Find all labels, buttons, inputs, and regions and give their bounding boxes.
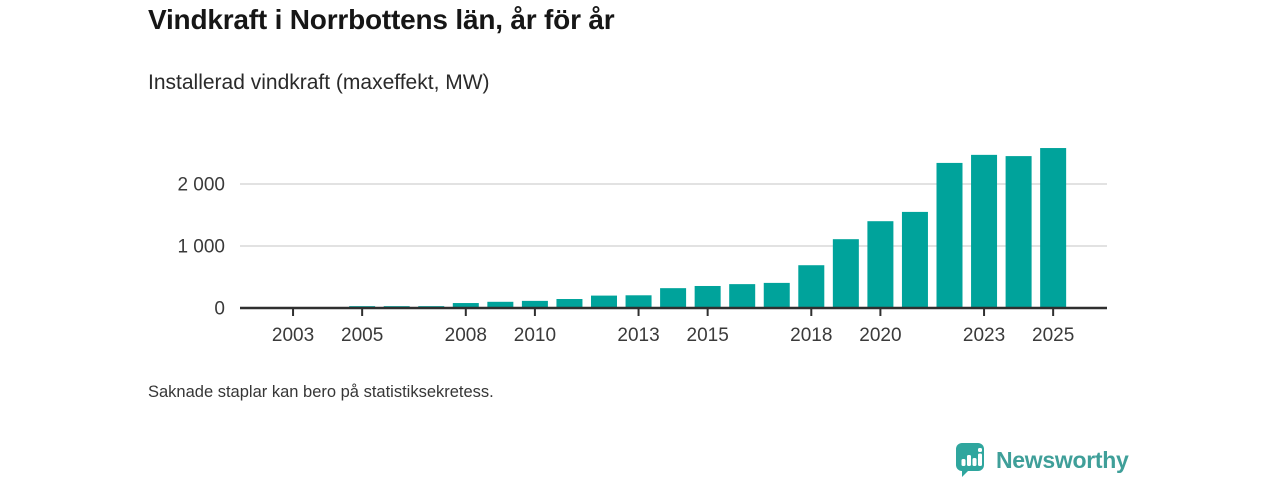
newsworthy-logo-text: Newsworthy — [996, 447, 1129, 473]
bar-2019 — [832, 239, 859, 308]
bar-2024 — [1005, 156, 1032, 308]
bar-2013 — [625, 295, 652, 308]
bar-2021 — [901, 211, 928, 308]
y-tick-label-2000: 2 000 — [177, 175, 225, 196]
bar-2018 — [798, 265, 825, 308]
bar-2017 — [763, 282, 790, 308]
bar-2009 — [487, 301, 514, 308]
bar-2012 — [591, 295, 617, 308]
y-tick-label-0: 0 — [214, 299, 225, 320]
bar-2011 — [556, 299, 583, 308]
x-tick-label-2025: 2025 — [1032, 325, 1074, 346]
x-tick-label-2020: 2020 — [859, 325, 901, 346]
bar-2016 — [729, 284, 756, 308]
x-tick-label-2023: 2023 — [963, 325, 1005, 346]
bar-2010 — [521, 300, 548, 308]
x-tick-label-2005: 2005 — [341, 325, 383, 346]
chart-title: Vindkraft i Norrbottens län, år för år — [148, 4, 615, 35]
bar-chart-map-pin-icon — [956, 443, 984, 477]
bar-2025 — [1040, 148, 1067, 308]
chart-subtitle: Installerad vindkraft (maxeffekt, MW) — [148, 71, 490, 94]
chart-footnote: Saknade staplar kan bero på statistiksek… — [148, 383, 494, 401]
bar-2020 — [867, 221, 894, 308]
bar-2008 — [452, 303, 479, 308]
bar-2023 — [971, 154, 998, 308]
x-tick-label-2010: 2010 — [514, 325, 556, 346]
x-tick-label-2013: 2013 — [617, 325, 659, 346]
x-tick-label-2003: 2003 — [272, 325, 314, 346]
bar-2014 — [660, 288, 687, 308]
x-tick-label-2008: 2008 — [445, 325, 487, 346]
x-tick-label-2015: 2015 — [687, 325, 729, 346]
bar-2015 — [694, 285, 721, 308]
x-tick-label-2018: 2018 — [790, 325, 832, 346]
bar-2022 — [936, 162, 963, 308]
newsworthy-logo: Newsworthy — [956, 443, 1129, 478]
y-tick-label-1000: 1 000 — [177, 237, 225, 258]
